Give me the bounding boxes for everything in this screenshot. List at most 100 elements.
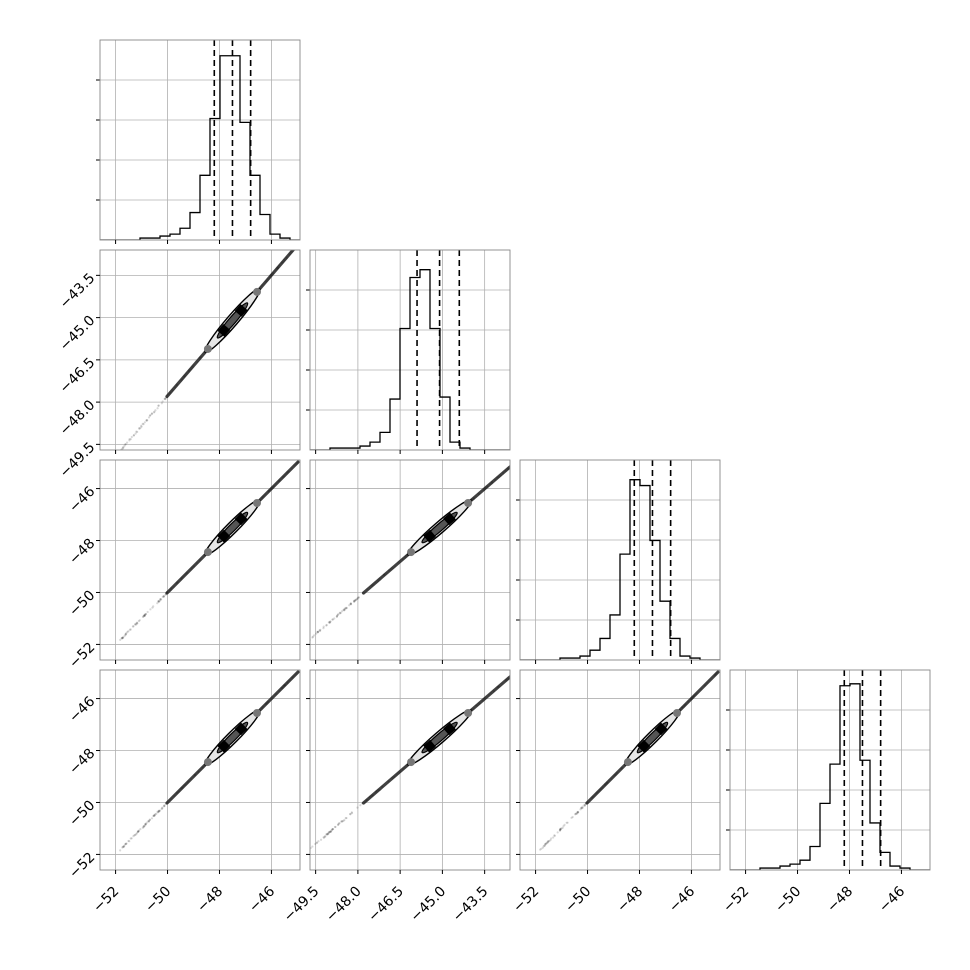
sample-point xyxy=(583,804,586,807)
sample-point xyxy=(580,807,583,810)
sample-point xyxy=(138,426,141,430)
sample-point xyxy=(747,642,749,644)
sample-point xyxy=(748,640,750,642)
sample-point xyxy=(511,464,513,466)
sample-point xyxy=(325,433,327,435)
y-tick-label-p3: −52 xyxy=(66,639,98,671)
sample-point xyxy=(331,618,334,621)
sample-point xyxy=(340,610,344,613)
sample-point xyxy=(135,622,139,625)
sample-point xyxy=(337,630,339,632)
sample-point xyxy=(538,441,540,443)
y-tick-label-p4: −48 xyxy=(66,746,98,778)
sample-point xyxy=(559,827,562,830)
sample-point xyxy=(319,438,321,440)
sample-point xyxy=(142,614,146,617)
sample-point xyxy=(764,624,766,626)
sample-point xyxy=(359,804,362,807)
sample-point xyxy=(338,821,341,825)
density-block xyxy=(443,512,456,526)
sample-point xyxy=(524,453,526,455)
sample-point xyxy=(132,434,136,437)
sample-point xyxy=(162,595,165,598)
sample-point xyxy=(343,190,345,192)
sample-point xyxy=(559,828,562,831)
sample-point xyxy=(316,441,318,443)
sample-point xyxy=(122,446,125,449)
sample-point xyxy=(320,439,322,441)
sample-point xyxy=(119,849,122,852)
x-tick-label-p4: −50 xyxy=(772,884,804,916)
sample-point xyxy=(340,193,342,195)
sample-point xyxy=(537,651,539,653)
sample-point xyxy=(318,219,320,221)
sample-point xyxy=(327,431,329,433)
contour-inner xyxy=(636,721,669,754)
sample-point xyxy=(135,833,138,836)
sample-point xyxy=(542,438,544,440)
sample-point xyxy=(754,634,756,636)
sample-point xyxy=(343,414,345,416)
sample-point xyxy=(130,435,133,439)
sample-point xyxy=(143,614,146,617)
sample-point xyxy=(316,652,318,654)
sample-point xyxy=(328,639,330,641)
sample-point xyxy=(520,456,522,458)
sample-point xyxy=(762,626,764,628)
sample-point xyxy=(331,618,334,621)
sample-point xyxy=(558,829,562,832)
sample-point xyxy=(356,597,359,601)
sample-point xyxy=(538,441,540,443)
sample-point xyxy=(568,625,570,627)
sample-point xyxy=(332,827,335,831)
sample-point xyxy=(304,664,306,666)
sample-point xyxy=(321,437,323,439)
sample-point xyxy=(142,826,145,829)
sample-point xyxy=(515,670,517,672)
sample-point xyxy=(324,211,326,213)
sample-point xyxy=(152,814,155,818)
sample-point xyxy=(574,813,577,816)
sample-point xyxy=(151,606,154,609)
sample-point xyxy=(152,605,155,608)
sample-point xyxy=(304,663,306,665)
sample-point xyxy=(135,832,138,835)
histogram-step xyxy=(520,479,720,660)
density-block xyxy=(423,739,436,753)
sample-point xyxy=(554,428,556,430)
sample-point xyxy=(512,674,514,676)
sample-point xyxy=(320,648,322,650)
sample-point xyxy=(322,646,324,648)
sample-point xyxy=(134,833,137,836)
sample-point xyxy=(550,640,552,642)
sample-point xyxy=(313,655,315,657)
sample-point xyxy=(143,614,146,617)
sample-point xyxy=(516,459,518,461)
sample-point xyxy=(332,637,334,639)
sample-point xyxy=(121,845,124,849)
sample-point xyxy=(722,666,724,668)
sample-point xyxy=(325,433,327,435)
sample-point xyxy=(543,437,545,439)
sample-point xyxy=(566,627,568,629)
sample-point xyxy=(311,845,314,848)
sample-point xyxy=(144,822,147,825)
sample-point xyxy=(335,634,337,636)
sample-point xyxy=(300,239,302,241)
sample-point xyxy=(318,649,320,651)
sample-point xyxy=(536,653,538,655)
sample-point xyxy=(124,443,127,446)
sample-point xyxy=(759,629,761,631)
sample-point xyxy=(568,414,570,416)
sample-point xyxy=(757,631,759,633)
sample-point xyxy=(318,440,320,442)
sample-point xyxy=(135,430,138,433)
sample-point xyxy=(343,607,347,610)
sample-point xyxy=(136,830,140,833)
sample-point xyxy=(320,438,322,440)
sample-point xyxy=(331,828,334,831)
sample-point xyxy=(134,623,137,626)
panel-frame xyxy=(99,39,301,241)
sample-point xyxy=(143,614,146,617)
sample-point xyxy=(134,623,137,626)
